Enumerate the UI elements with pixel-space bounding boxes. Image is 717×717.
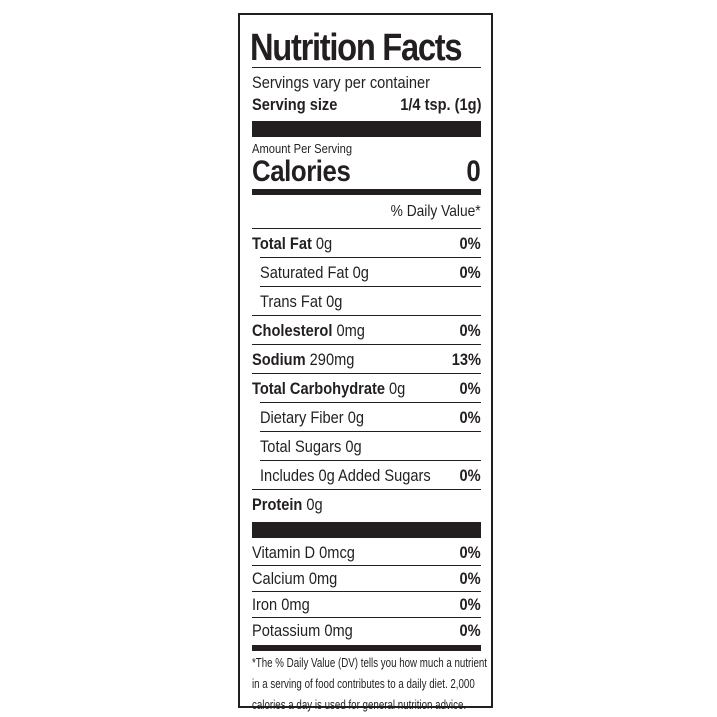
nutrient-dv: 0% xyxy=(459,234,481,253)
vitamin-row-vitamin-d: Vitamin D 0mcg 0% xyxy=(252,540,481,566)
nutrient-row-trans-fat: Trans Fat 0g xyxy=(252,287,481,316)
amount-per-serving: Amount Per Serving xyxy=(252,141,353,156)
nutrient-amount: Total Sugars 0g xyxy=(260,437,362,456)
daily-value-header: % Daily Value* xyxy=(391,203,481,220)
vitamin-name: Calcium 0mg xyxy=(252,569,338,588)
nutrient-row-total-fat: Total Fat 0g 0% xyxy=(252,229,481,258)
nutrient-row-total-carbohydrate: Total Carbohydrate 0g 0% xyxy=(252,374,481,403)
nutrient-row-protein: Protein 0g xyxy=(252,490,481,519)
nutrient-dv: 0% xyxy=(459,263,481,282)
calories-label: Calories xyxy=(252,155,351,188)
vitamin-name: Potassium 0mg xyxy=(252,621,353,640)
vitamin-row-iron: Iron 0mg 0% xyxy=(252,592,481,618)
footnote-line: calories a day is used for general nutri… xyxy=(252,698,467,712)
vitamin-dv: 0% xyxy=(459,621,481,640)
nutrient-amount: 0g xyxy=(311,234,333,253)
vitamin-name: Vitamin D 0mcg xyxy=(252,543,355,562)
nutrient-row-sodium: Sodium 290mg 13% xyxy=(252,345,481,374)
nutrient-row-dietary-fiber: Dietary Fiber 0g 0% xyxy=(252,403,481,432)
vitamin-dv: 0% xyxy=(459,595,481,614)
label-title: Nutrition Facts xyxy=(250,27,463,69)
nutrient-dv: 0% xyxy=(459,379,481,398)
vitamin-name: Iron 0mg xyxy=(252,595,310,614)
divider xyxy=(252,228,481,229)
nutrient-name: Total Fat xyxy=(252,234,312,253)
nutrient-dv: 0% xyxy=(459,321,481,340)
vitamin-dv: 0% xyxy=(459,543,481,562)
nutrition-facts-label: Nutrition Facts Servings vary per contai… xyxy=(238,13,493,712)
calories-value: 0 xyxy=(466,155,481,188)
medium-divider xyxy=(252,189,481,195)
nutrient-row-added-sugars: Includes 0g Added Sugars 0% xyxy=(252,461,481,490)
nutrient-amount: Dietary Fiber 0g xyxy=(260,408,365,427)
nutrient-row-cholesterol: Cholesterol 0mg 0% xyxy=(252,316,481,345)
nutrient-amount: 0mg xyxy=(332,321,365,340)
nutrient-amount: 0g xyxy=(384,379,406,398)
divider xyxy=(252,67,481,68)
footnote-line: in a serving of food contributes to a da… xyxy=(252,677,475,691)
vitamin-row-potassium: Potassium 0mg 0% xyxy=(252,618,481,644)
nutrient-dv: 0% xyxy=(459,466,481,485)
thick-divider xyxy=(252,522,481,538)
footnote-line: *The % Daily Value (DV) tells you how mu… xyxy=(252,656,488,670)
nutrient-name: Sodium xyxy=(252,350,306,369)
nutrient-row-total-sugars: Total Sugars 0g xyxy=(252,432,481,461)
medium-divider xyxy=(252,645,481,651)
nutrient-amount: Trans Fat 0g xyxy=(260,292,343,311)
nutrient-amount: 0g xyxy=(302,495,323,514)
nutrient-amount: Saturated Fat 0g xyxy=(260,263,369,282)
serving-size-value: 1/4 tsp. (1g) xyxy=(399,95,481,114)
thick-divider xyxy=(252,121,481,137)
nutrient-name: Total Carbohydrate xyxy=(252,379,385,398)
nutrient-dv: 13% xyxy=(451,350,481,369)
vitamin-row-calcium: Calcium 0mg 0% xyxy=(252,566,481,592)
vitamin-dv: 0% xyxy=(459,569,481,588)
serving-size-label: Serving size xyxy=(252,95,338,114)
footnote: *The % Daily Value (DV) tells you how mu… xyxy=(252,653,488,716)
servings-per-container: Servings vary per container xyxy=(252,73,430,92)
nutrient-row-saturated-fat: Saturated Fat 0g 0% xyxy=(252,258,481,287)
nutrient-name: Cholesterol xyxy=(252,321,333,340)
nutrient-amount: 290mg xyxy=(305,350,355,369)
nutrient-name: Protein xyxy=(252,495,303,514)
nutrient-dv: 0% xyxy=(459,408,481,427)
nutrient-amount: Includes 0g Added Sugars xyxy=(260,466,431,485)
